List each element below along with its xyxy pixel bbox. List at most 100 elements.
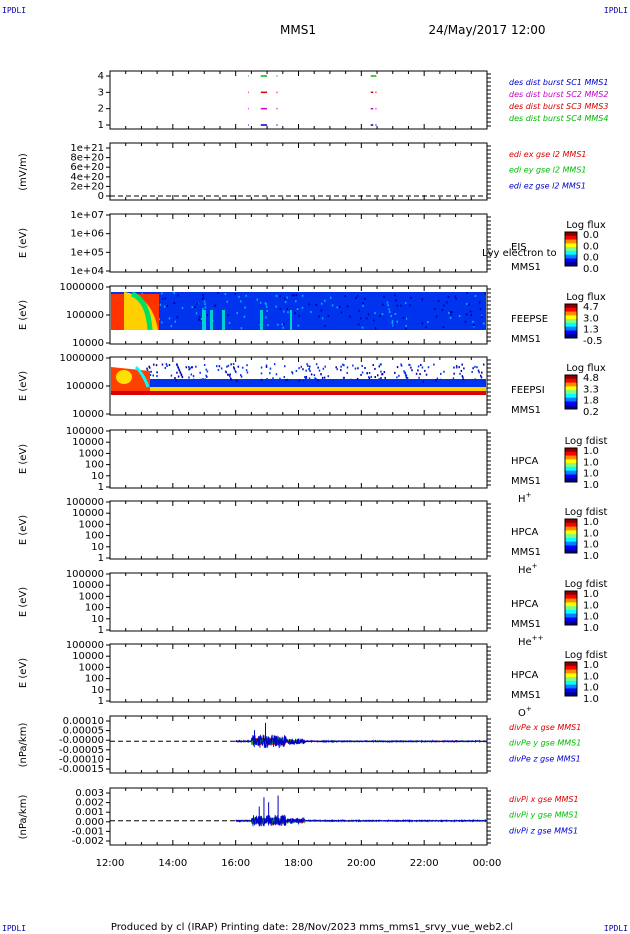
- colorbar-tick-label: 1.0: [583, 446, 599, 457]
- y-axis-label: E (eV): [18, 515, 29, 545]
- spectrogram-pixel: [201, 297, 204, 300]
- y-tick-label: 100000: [66, 310, 104, 321]
- spectrogram-pixel: [260, 372, 263, 375]
- colorbar-segment: [565, 401, 577, 406]
- y-tick-label: 3: [98, 87, 104, 98]
- y-tick-label: 10000: [72, 651, 104, 662]
- colorbar-segment: [565, 545, 577, 550]
- spectrogram-pixel: [229, 373, 232, 376]
- spectrogram-pixel: [188, 368, 190, 371]
- spectrogram-pixel: [294, 312, 296, 315]
- colorbar-tick-label: 1.0: [583, 589, 599, 600]
- colorbar-segment: [565, 594, 577, 600]
- spectrogram-pixel: [191, 366, 193, 369]
- spectrogram-pixel: [368, 377, 371, 380]
- spectrogram-pixel: [329, 379, 331, 382]
- spectrogram-pixel: [296, 307, 299, 310]
- spectrogram-pixel: [374, 367, 376, 370]
- spectrogram-pixel: [233, 367, 236, 370]
- y-tick-label: 1000000: [59, 282, 104, 293]
- spectrogram-pixel: [168, 317, 171, 320]
- spectrogram-pixel: [146, 367, 148, 370]
- colorbar-frame: [564, 303, 578, 339]
- spectrogram-pixel: [480, 376, 483, 379]
- spectrogram-pixel: [308, 365, 311, 368]
- colorbar-segment: [565, 549, 577, 554]
- panel-frame: [109, 787, 488, 846]
- colorbar-segment: [565, 405, 577, 410]
- spectrogram-pixel: [315, 303, 318, 306]
- spectrogram-pixel: [202, 293, 204, 296]
- spectrogram-pixel: [419, 373, 421, 376]
- y-tick-label: 100: [85, 603, 104, 614]
- spectrogram-pixel: [188, 376, 190, 379]
- spectrogram-pixel: [265, 305, 268, 308]
- y-tick-label: 1e+21: [70, 143, 104, 154]
- colorbar-segment: [565, 522, 577, 528]
- panel-feepsi: 10000 100000 1000000 E (eV) FEEPSI MMS1 Log fl…: [18, 353, 606, 420]
- y-tick-label: 1: [98, 625, 104, 636]
- spectrogram-pixel: [265, 303, 267, 306]
- spectrogram-pixel: [400, 363, 402, 366]
- colorbar-segment: [565, 307, 577, 313]
- y-tick-label: 0.00010: [63, 716, 104, 727]
- spectrogram-pixel: [177, 375, 180, 378]
- spectrogram-pixel: [315, 363, 318, 366]
- y-axis-label: (mV/m): [18, 153, 29, 191]
- spectrogram-pixel: [304, 376, 306, 379]
- spectrogram-pixel: [230, 363, 232, 366]
- spectrogram-pixel: [295, 380, 297, 383]
- y-tick-label: 10000: [72, 338, 104, 349]
- spectrogram-pixel: [410, 366, 412, 369]
- y-tick-label: 10: [91, 614, 104, 625]
- panel-burst: 1 2 3 4 des dist burst SC1 MMS1 des dist burs…: [98, 70, 608, 131]
- spectrogram-pixel: [434, 307, 436, 310]
- spectrogram-pixel: [361, 371, 364, 374]
- spectrogram-pixel: [173, 292, 176, 295]
- spectrogram-pixel: [272, 377, 274, 380]
- colorbar-tick-label: 1.0: [583, 660, 599, 671]
- spectrogram-pixel: [178, 369, 181, 372]
- spectrogram-pixel: [265, 365, 268, 368]
- colorbar-segment: [565, 688, 577, 693]
- panel-eis: 1e+04 1e+05 1e+06 1e+07 E (eV) EIS MMS1 Log flu…: [18, 210, 606, 277]
- instrument-label: MMS1: [511, 334, 541, 345]
- spectrogram-pixel: [331, 304, 334, 307]
- spectrogram-pixel: [352, 364, 354, 367]
- spectrogram-pixel: [360, 373, 362, 376]
- legend-entry: divPe z gse MMS1: [509, 754, 581, 763]
- colorbar-segment: [565, 330, 577, 335]
- spectrogram-pixel: [198, 316, 201, 319]
- spectrogram-pixel: [455, 298, 457, 301]
- colorbar-tick-label: 1.0: [583, 600, 599, 611]
- colorbar-segment: [565, 375, 577, 380]
- colorbar-tick-label: 1.0: [583, 623, 599, 634]
- colorbar-segment: [565, 530, 577, 535]
- spectrogram-pixel: [291, 372, 294, 375]
- panel-divpe: -0.00015-0.00010-0.00005-0.000000.000050…: [18, 715, 581, 775]
- spectrogram-pixel: [339, 305, 341, 308]
- colorbar-segment: [565, 591, 577, 596]
- spectrogram-pixel: [229, 375, 231, 378]
- spectrogram-pixel: [479, 308, 482, 311]
- spectrogram-pixel: [406, 376, 409, 379]
- panel-feepse: 10000 100000 1000000 E (eV) FEEPSE MMS1 Log fl…: [18, 282, 606, 349]
- spectrogram-pixel: [164, 366, 167, 369]
- spectrogram-band: [111, 391, 486, 395]
- legend-entry: des dist burst SC4 MMS4: [509, 114, 608, 123]
- spectrogram-pixel: [391, 320, 394, 323]
- spectrogram-pixel: [295, 300, 297, 303]
- spectrogram-band: [111, 387, 486, 391]
- colorbar-tick-label: 1.0: [583, 528, 599, 539]
- instrument-label: HPCA: [511, 670, 539, 681]
- colorbar-segment: [565, 390, 577, 395]
- spectrogram-pixel: [474, 378, 476, 381]
- spectrogram-pixel: [482, 379, 484, 382]
- spectrogram-pixel: [313, 374, 316, 377]
- spectrogram-pixel: [448, 311, 450, 314]
- colorbar-segment: [565, 534, 577, 539]
- spectrogram-pixel: [149, 366, 151, 369]
- spectrogram-pixel: [286, 378, 289, 381]
